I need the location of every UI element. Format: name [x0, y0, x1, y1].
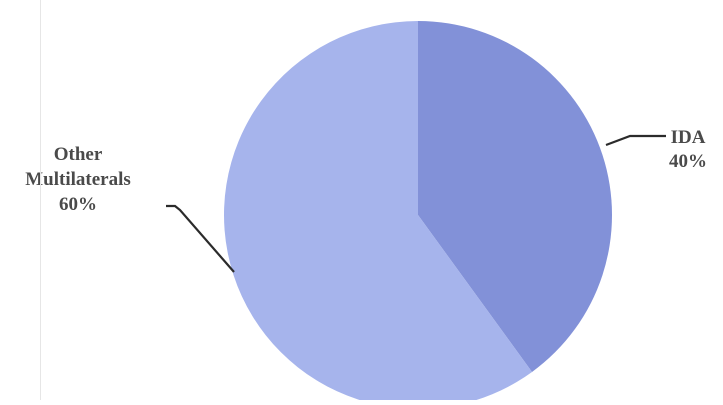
pie-slices [224, 21, 613, 405]
slice-name-label-other-multilaterals: Multilaterals [25, 169, 131, 190]
slice-name-label-other-multilaterals: Other [54, 144, 103, 165]
slice-value-label-ida: 40% [669, 151, 707, 172]
leader-line-ida [605, 134, 666, 147]
pie-slice-other-multilaterals [224, 21, 533, 405]
slice-labels: IDA 40% Other Multilaterals 60% [25, 127, 707, 215]
pie-slice-ida [418, 21, 613, 372]
slice-name-label-ida: IDA [671, 127, 706, 148]
leader-lines [166, 134, 666, 273]
leader-line-other-multilaterals [166, 204, 235, 273]
page-edge-line [40, 0, 41, 400]
slice-value-label-other-multilaterals: 60% [59, 194, 97, 215]
